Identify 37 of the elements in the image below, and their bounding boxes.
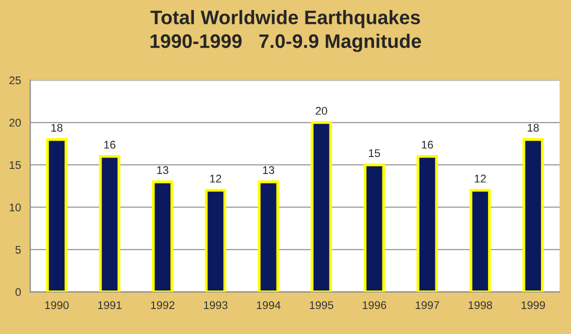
x-tick-label: 1997	[416, 301, 440, 310]
data-label: 13	[157, 166, 168, 174]
data-label: 13	[263, 166, 274, 174]
y-tick-label: 0	[15, 288, 21, 296]
x-tick-label: 1990	[45, 301, 69, 310]
bar	[204, 188, 226, 292]
bar	[152, 180, 174, 292]
data-label: 15	[368, 149, 380, 158]
bar	[258, 180, 280, 292]
x-tick-label: 1999	[522, 301, 545, 310]
bar	[46, 138, 68, 292]
y-tick-label: 5	[16, 246, 21, 254]
bar	[416, 155, 438, 292]
data-label: 12	[210, 174, 222, 182]
bar	[310, 121, 332, 292]
y-tick-label: 10	[10, 203, 21, 212]
y-tick-label: 25	[9, 76, 21, 84]
x-tick-label: 1996	[362, 301, 386, 310]
bar	[364, 163, 385, 292]
data-label: 16	[422, 140, 433, 149]
x-tick-label: 1992	[151, 301, 174, 310]
bar	[522, 138, 544, 292]
x-tick-label: 1994	[256, 301, 280, 310]
y-tick-label: 20	[9, 118, 21, 127]
data-label: 18	[51, 124, 62, 132]
x-tick-label: 1998	[468, 301, 492, 310]
data-label: 12	[474, 174, 486, 182]
data-label: 18	[528, 124, 539, 132]
bar	[99, 155, 120, 292]
x-tick-label: 1995	[310, 301, 334, 310]
chart-title: Total Worldwide Earthquakes 1990-1999 7.0-9.9 Magnitude	[150, 10, 422, 52]
x-tick-label: 1993	[204, 301, 228, 310]
y-tick-label: 15	[10, 161, 21, 169]
data-label: 20	[316, 106, 328, 115]
data-label: 16	[104, 140, 116, 149]
bar	[470, 188, 491, 292]
x-tick-label: 1991	[98, 301, 122, 310]
